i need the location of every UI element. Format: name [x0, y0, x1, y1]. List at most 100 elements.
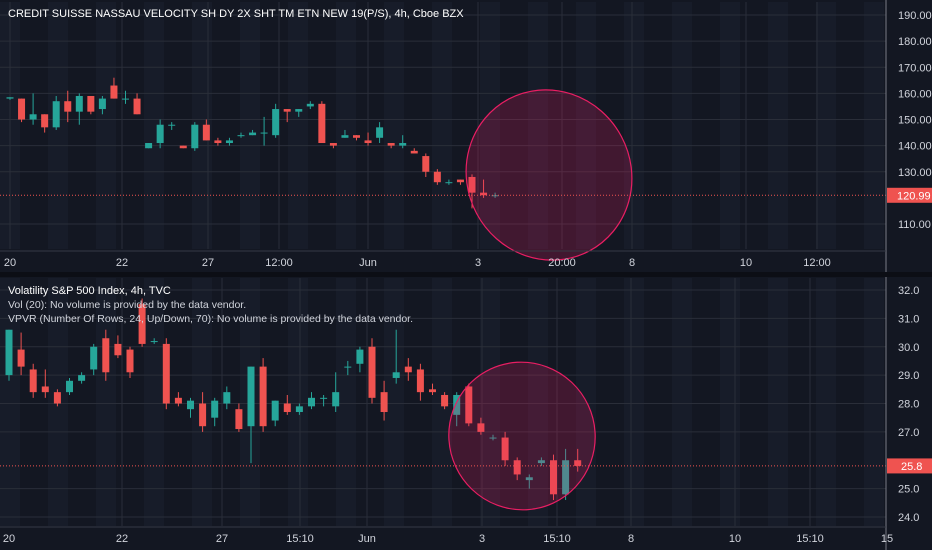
candle[interactable] — [98, 95, 106, 115]
bottom-price-panel[interactable] — [0, 278, 886, 534]
y-tick-label: 25.0 — [898, 484, 919, 496]
candle[interactable] — [66, 377, 73, 395]
candle[interactable] — [416, 363, 424, 401]
candle[interactable] — [550, 454, 557, 500]
candle[interactable] — [433, 169, 441, 185]
candle[interactable] — [179, 145, 187, 149]
candle[interactable] — [429, 383, 436, 395]
candle[interactable] — [562, 448, 570, 500]
candle[interactable] — [422, 153, 430, 177]
candle[interactable] — [404, 358, 412, 381]
candle[interactable] — [295, 109, 303, 117]
candle[interactable] — [122, 90, 129, 104]
candle[interactable] — [53, 389, 61, 407]
candle[interactable] — [525, 474, 533, 489]
candle[interactable] — [380, 380, 388, 421]
top-y-axis[interactable]: 190.00 180.00 170.00 160.00 150.00 140.00 130.… — [898, 10, 932, 231]
candle[interactable] — [465, 383, 473, 427]
candle[interactable] — [329, 143, 337, 149]
candle[interactable] — [102, 329, 110, 381]
candle[interactable] — [271, 400, 279, 427]
top-x-axis[interactable]: 20 22 27 12:00 Jun 3 20:00 8 10 12:00 — [4, 257, 831, 269]
candle[interactable] — [283, 109, 291, 123]
candle[interactable] — [75, 93, 83, 125]
candle[interactable] — [332, 372, 340, 413]
candle[interactable] — [64, 90, 72, 123]
candle[interactable] — [392, 329, 400, 384]
candle[interactable] — [249, 129, 257, 136]
candle[interactable] — [306, 101, 314, 110]
candle[interactable] — [513, 457, 521, 481]
candle[interactable] — [133, 93, 141, 115]
candle-body — [98, 98, 106, 110]
candle[interactable] — [187, 397, 194, 418]
candle[interactable] — [318, 101, 326, 144]
candle[interactable] — [90, 343, 98, 376]
candle[interactable] — [259, 358, 267, 432]
candle[interactable] — [87, 95, 95, 115]
candle[interactable] — [41, 114, 49, 133]
session-band — [192, 278, 212, 526]
candle[interactable] — [156, 119, 164, 149]
candle[interactable] — [223, 386, 231, 410]
candle[interactable] — [145, 143, 153, 149]
candle[interactable] — [202, 119, 210, 141]
candle[interactable] — [453, 392, 461, 427]
candle[interactable] — [214, 137, 222, 146]
candle[interactable] — [368, 338, 376, 404]
candle[interactable] — [114, 335, 122, 359]
candle[interactable] — [162, 338, 170, 410]
candle[interactable] — [308, 392, 315, 410]
session-bands — [0, 2, 884, 249]
candle[interactable] — [237, 132, 245, 138]
candle[interactable] — [364, 132, 372, 146]
candle[interactable] — [341, 129, 349, 138]
candle[interactable] — [150, 338, 158, 344]
candle[interactable] — [272, 103, 280, 138]
candle[interactable] — [18, 98, 26, 123]
top-price-panel[interactable] — [0, 2, 886, 289]
candle[interactable] — [353, 135, 360, 141]
candle[interactable] — [235, 403, 243, 432]
candle[interactable] — [574, 448, 582, 472]
candle[interactable] — [126, 346, 134, 378]
candle[interactable] — [110, 77, 118, 99]
candle[interactable] — [211, 397, 219, 427]
candle[interactable] — [5, 329, 13, 381]
candle[interactable] — [29, 363, 37, 398]
candle[interactable] — [52, 95, 60, 130]
candle[interactable] — [225, 137, 233, 146]
candle[interactable] — [445, 179, 453, 185]
bottom-x-axis[interactable]: 20 22 27 15:10 Jun 3 15:10 8 10 15:10 15 — [3, 533, 893, 545]
candle[interactable] — [477, 417, 485, 435]
candle[interactable] — [441, 392, 449, 410]
candle[interactable] — [6, 97, 14, 100]
candle[interactable] — [247, 366, 255, 464]
bottom-y-axis[interactable]: 32.0 31.0 30.0 29.0 28.0 27.0 25.0 24.0 — [898, 285, 919, 524]
candle[interactable] — [199, 392, 207, 432]
session-bands — [0, 278, 884, 526]
candle[interactable] — [537, 457, 545, 466]
candle[interactable] — [456, 179, 464, 185]
candle[interactable] — [283, 394, 291, 415]
candle[interactable] — [168, 122, 176, 130]
candle[interactable] — [260, 116, 268, 146]
candle[interactable] — [399, 135, 407, 149]
candle[interactable] — [387, 143, 395, 149]
candle[interactable] — [320, 394, 328, 407]
x-tick-label: 12:00 — [265, 257, 293, 269]
candle[interactable] — [17, 332, 25, 376]
candle[interactable] — [191, 122, 199, 151]
candle[interactable] — [78, 372, 86, 384]
candle[interactable] — [138, 298, 146, 347]
candle[interactable] — [489, 434, 497, 441]
candle[interactable] — [356, 346, 364, 373]
candle[interactable] — [29, 93, 37, 125]
candle[interactable] — [410, 148, 418, 154]
candle[interactable] — [376, 122, 384, 144]
candle[interactable] — [501, 431, 509, 466]
candle[interactable] — [344, 360, 352, 376]
candle[interactable] — [174, 392, 182, 407]
candle[interactable] — [295, 403, 303, 415]
candle[interactable] — [41, 369, 49, 398]
